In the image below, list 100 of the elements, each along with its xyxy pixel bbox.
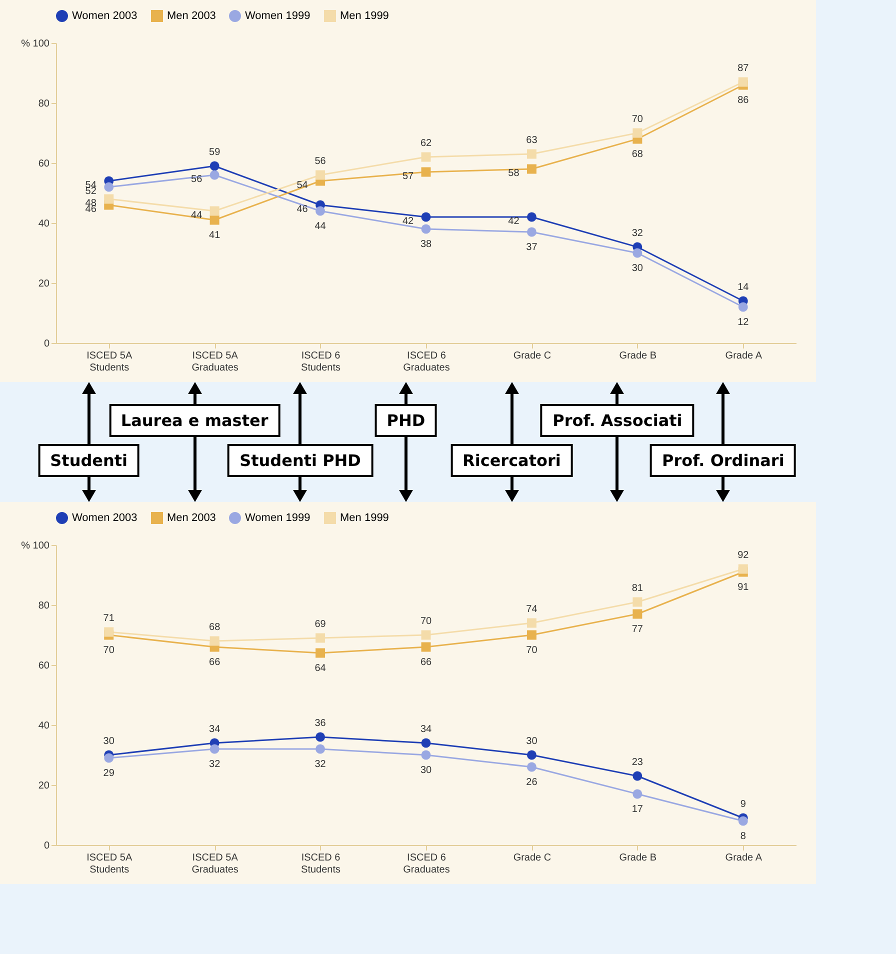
- point: [421, 152, 431, 162]
- data-label: 29: [103, 768, 115, 779]
- point: [316, 633, 326, 643]
- data-label: 41: [209, 230, 221, 241]
- point: [632, 128, 642, 138]
- point: [210, 636, 220, 646]
- point: [526, 227, 536, 237]
- data-label: 46: [296, 204, 308, 215]
- data-label: 17: [632, 804, 644, 815]
- y-tick-label: 60: [38, 660, 50, 672]
- text: Studenti PHD: [228, 444, 373, 477]
- data-label: 57: [402, 171, 414, 182]
- text: Prof. Associati: [540, 404, 694, 437]
- x-tick-label: ISCED 5A Students: [86, 852, 132, 876]
- point: [421, 212, 431, 222]
- point: [210, 170, 220, 180]
- y-tick-label: 60: [38, 158, 50, 170]
- point: [210, 744, 220, 754]
- data-label: 92: [738, 550, 750, 561]
- point: [526, 149, 536, 159]
- point: [632, 789, 642, 799]
- point: [632, 609, 642, 619]
- data-label: 9: [740, 799, 746, 810]
- data-label: 30: [103, 736, 115, 747]
- point: [316, 744, 326, 754]
- point: [316, 648, 326, 658]
- y-tick-label: % 100: [21, 38, 50, 50]
- data-label: 14: [738, 282, 750, 293]
- point: [421, 750, 431, 760]
- y-tick-label: 0: [44, 338, 50, 350]
- data-label: 64: [314, 663, 326, 674]
- point: [421, 630, 431, 640]
- data-label: 26: [526, 777, 538, 788]
- data-label: 70: [103, 645, 115, 656]
- data-label: 86: [738, 95, 750, 106]
- data-label: 66: [420, 657, 432, 668]
- data-label: 81: [632, 583, 644, 594]
- data-label: 63: [526, 135, 538, 146]
- data-label: 59: [209, 147, 221, 158]
- legend-label: Men 2003: [167, 512, 216, 524]
- data-label: 56: [191, 174, 203, 185]
- data-label: 70: [632, 114, 644, 125]
- y-tick-label: 80: [38, 98, 50, 110]
- point: [210, 215, 220, 225]
- data-label: 66: [209, 657, 221, 668]
- point: [738, 564, 748, 574]
- y-tick-label: 20: [38, 780, 50, 792]
- data-label: 38: [420, 239, 432, 250]
- point: [632, 771, 642, 781]
- legend-label: Men 1999: [340, 512, 389, 524]
- text: Laurea e master: [108, 404, 280, 437]
- data-label: 32: [209, 759, 221, 770]
- legend-label: Women 2003: [72, 10, 138, 22]
- x-tick-label: Grade B: [619, 852, 657, 864]
- point: [421, 738, 431, 748]
- y-tick-label: 40: [38, 218, 50, 230]
- text: PHD: [374, 404, 438, 437]
- x-tick-label: Grade B: [619, 350, 657, 362]
- data-label: 62: [420, 138, 432, 149]
- data-label: 30: [526, 736, 538, 747]
- point: [526, 630, 536, 640]
- data-label: 12: [738, 317, 750, 328]
- text: Prof. Ordinari: [650, 444, 796, 477]
- point: [421, 642, 431, 652]
- x-tick-label: ISCED 5A Graduates: [192, 350, 238, 374]
- x-tick-label: Grade C: [513, 350, 552, 362]
- y-tick-label: 0: [44, 840, 50, 852]
- point: [316, 206, 326, 216]
- point: [421, 224, 431, 234]
- data-label: 42: [402, 216, 414, 227]
- text: Studenti: [38, 444, 140, 477]
- data-label: 42: [508, 216, 520, 227]
- point: [104, 627, 114, 637]
- y-tick-label: % 100: [21, 540, 50, 552]
- x-tick-label: Grade A: [725, 350, 762, 362]
- x-tick-label: ISCED 6 Students: [301, 852, 341, 876]
- point: [526, 164, 536, 174]
- data-label: 58: [508, 168, 520, 179]
- point: [632, 248, 642, 258]
- x-tick-label: ISCED 5A Graduates: [192, 852, 238, 876]
- point: [421, 167, 431, 177]
- point: [526, 762, 536, 772]
- point: [316, 170, 326, 180]
- x-tick-label: Grade A: [725, 852, 762, 864]
- point: [104, 753, 114, 763]
- legend-label: Women 1999: [245, 10, 310, 22]
- data-label: 74: [526, 604, 538, 615]
- x-tick-label: ISCED 5A Students: [86, 350, 132, 374]
- point: [104, 182, 114, 192]
- point: [104, 194, 114, 204]
- point: [526, 618, 536, 628]
- point: [738, 77, 748, 87]
- data-label: 70: [420, 616, 432, 627]
- y-tick-label: 40: [38, 720, 50, 732]
- y-tick-label: 80: [38, 600, 50, 612]
- y-tick-label: 20: [38, 278, 50, 290]
- legend-label: Women 2003: [72, 512, 138, 524]
- data-label: 36: [314, 718, 326, 729]
- data-label: 34: [420, 724, 432, 735]
- point: [738, 816, 748, 826]
